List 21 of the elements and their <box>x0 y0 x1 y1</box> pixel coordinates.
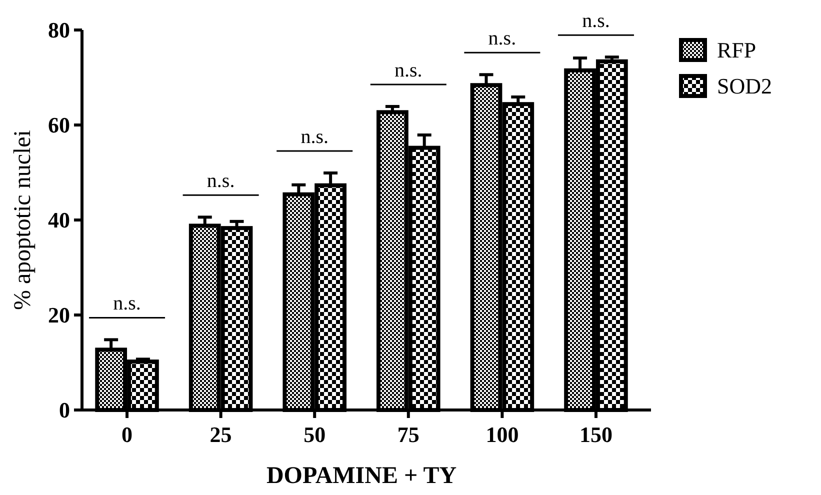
y-axis-title: % apoptotic nuclei <box>10 130 36 310</box>
y-tick-label: 20 <box>48 302 70 328</box>
annotation: n.s. <box>300 126 328 148</box>
annotation: n.s. <box>394 59 422 82</box>
y-tick-label: 60 <box>48 112 70 138</box>
annotation: n.s. <box>488 28 516 50</box>
x-axis-title: DOPAMINE + TY <box>266 463 457 489</box>
legend-label: RFP <box>717 38 756 63</box>
y-tick-label: 0 <box>59 398 70 423</box>
annotation: n.s. <box>206 170 235 192</box>
annotation: n.s. <box>582 10 610 32</box>
x-tick-label: 25 <box>210 422 232 447</box>
x-tick-label: 150 <box>579 422 612 447</box>
y-tick-label: 80 <box>48 18 70 43</box>
y-tick-label: 40 <box>48 208 70 233</box>
x-tick-label: 100 <box>486 422 519 447</box>
x-tick-label: 0 <box>122 422 133 447</box>
annotation: n.s. <box>113 292 141 315</box>
x-tick-label: 50 <box>304 422 326 447</box>
legend-label: SOD2 <box>717 74 772 99</box>
x-tick-label: 75 <box>397 422 420 447</box>
